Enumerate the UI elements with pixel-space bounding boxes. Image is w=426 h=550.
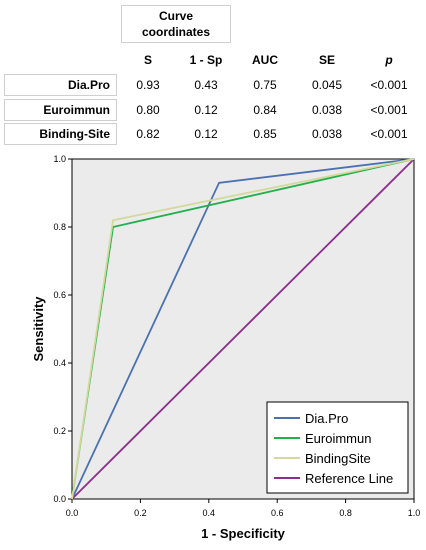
- legend-label-bindingsite: BindingSite: [305, 451, 371, 466]
- series-line-bindingsite: [71, 158, 415, 500]
- y-tick-label: 0.6: [53, 290, 66, 300]
- cell-diapro-auc: 0.75: [253, 78, 277, 92]
- legend: Dia.Pro Euroimmun BindingSite Reference Lin…: [266, 401, 409, 494]
- y-tick-label: 0.0: [53, 494, 66, 504]
- curve-header-line2: coordinates: [141, 25, 210, 39]
- cell-bindingsite-auc: 0.85: [253, 127, 277, 141]
- y-tick-label: 0.2: [53, 426, 66, 436]
- x-tick-label: 0.6: [271, 508, 284, 518]
- series-line-dia-pro: [71, 158, 415, 500]
- x-axis-label: 1 - Specificity: [201, 526, 286, 541]
- cell-diapro-1sp: 0.43: [194, 78, 218, 92]
- results-table: Curve coordinates S 1 - Sp AUC SE p Dia.…: [0, 0, 426, 150]
- cell-euroimmun-se: 0.038: [311, 103, 343, 117]
- legend-label-euroimmun: Euroimmun: [305, 431, 371, 446]
- cell-euroimmun-1sp: 0.12: [194, 103, 218, 117]
- cell-diapro-s: 0.93: [136, 78, 160, 92]
- cell-euroimmun-p: <0.001: [370, 103, 408, 117]
- legend-label-reference-line: Reference Line: [305, 471, 393, 486]
- col-header-s: S: [143, 53, 152, 67]
- cell-bindingsite-p: <0.001: [370, 127, 408, 141]
- col-header-auc: AUC: [252, 53, 278, 67]
- series-line-reference-line: [71, 158, 415, 500]
- col-header-p: p: [385, 53, 393, 67]
- cell-bindingsite-se: 0.038: [311, 127, 343, 141]
- row-label-euroimmun: Euroimmun: [4, 99, 117, 121]
- col-header-se: SE: [318, 53, 335, 67]
- y-tick-label: 0.4: [53, 358, 66, 368]
- axis-ticks: 0.0 0.2 0.4 0.6 0.8 1.0 0.0 0.2 0.4 0.6 0.8 1.0: [53, 154, 420, 518]
- curve-coordinates-header: Curve coordinates: [121, 5, 231, 43]
- series-lines: [71, 158, 415, 500]
- cell-diapro-se: 0.045: [311, 78, 343, 92]
- cell-bindingsite-1sp: 0.12: [194, 127, 218, 141]
- x-tick-label: 1.0: [408, 508, 421, 518]
- cell-euroimmun-s: 0.80: [136, 103, 160, 117]
- x-tick-label: 0.0: [66, 508, 79, 518]
- y-tick-label: 0.8: [53, 222, 66, 232]
- x-tick-label: 0.4: [203, 508, 216, 518]
- curve-header-line1: Curve: [158, 9, 193, 23]
- row-label-binding-site: Binding-Site: [4, 123, 117, 145]
- y-tick-label: 1.0: [53, 154, 66, 164]
- col-header-1-sp: 1 - Sp: [189, 53, 223, 67]
- y-axis-label: Sensitivity: [31, 296, 46, 362]
- cell-bindingsite-s: 0.82: [136, 127, 160, 141]
- cell-diapro-p: <0.001: [370, 78, 408, 92]
- x-tick-label: 0.8: [339, 508, 352, 518]
- row-label-diapro: Dia.Pro: [4, 74, 117, 96]
- roc-chart: 0.0 0.2 0.4 0.6 0.8 1.0 0.0 0.2 0.4 0.6 0.8 1.0 1 -…: [31, 154, 420, 541]
- legend-label-dia-pro: Dia.Pro: [305, 411, 348, 426]
- x-tick-label: 0.2: [134, 508, 147, 518]
- cell-euroimmun-auc: 0.84: [253, 103, 277, 117]
